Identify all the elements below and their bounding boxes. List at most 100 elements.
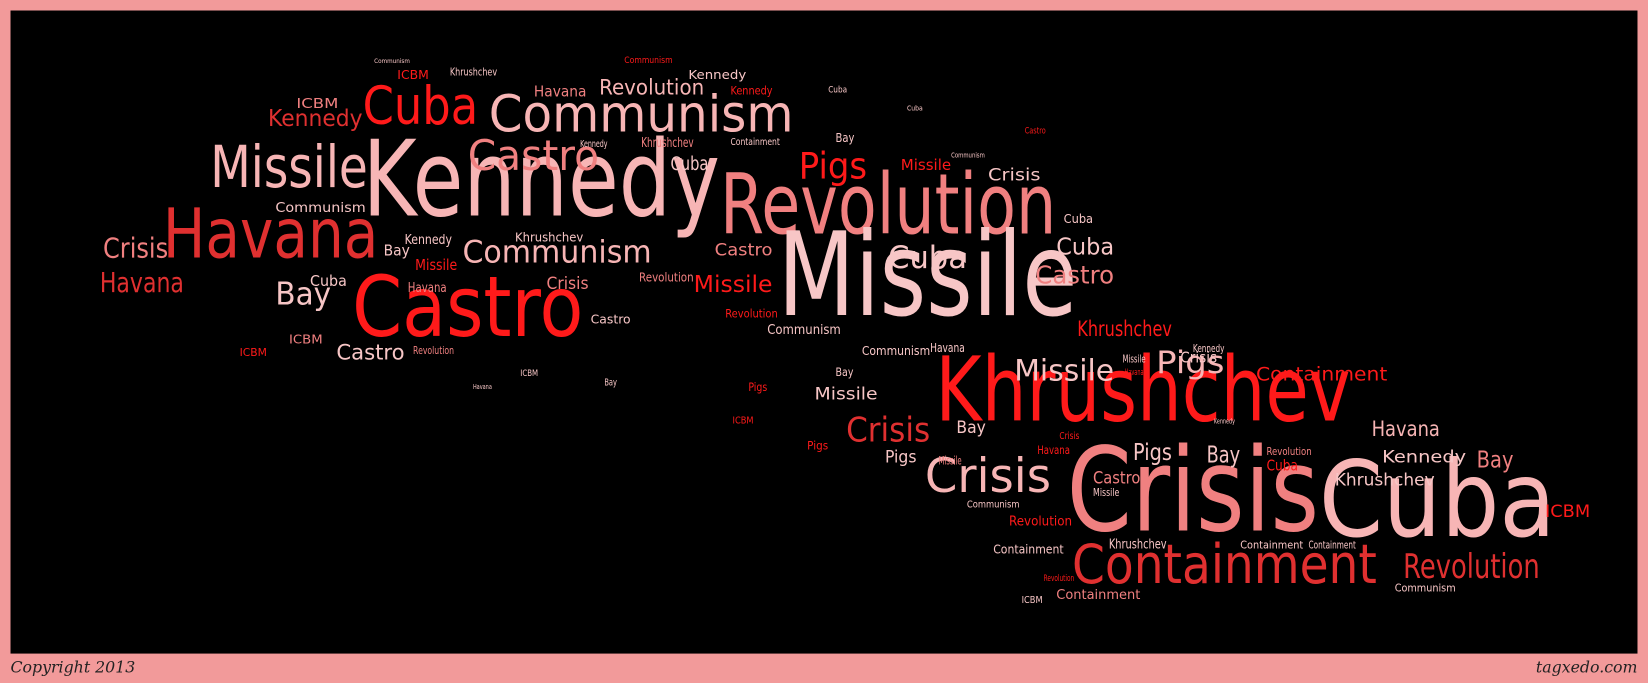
word: Khrushchev	[1077, 316, 1172, 341]
word: Revolution	[1044, 573, 1074, 583]
word: Pigs	[748, 380, 767, 394]
word: Pigs	[885, 446, 917, 466]
word: Castro	[1025, 125, 1046, 135]
word: Missile	[778, 209, 1078, 343]
word: Cuba	[671, 153, 709, 175]
word: Havana	[534, 84, 587, 101]
word: Cuba	[1266, 458, 1298, 475]
word: Kennedy	[1382, 446, 1466, 466]
word: Havana	[100, 268, 184, 299]
word: Crisis	[1180, 350, 1217, 367]
word: Revolution	[725, 306, 778, 320]
word: Revolution	[413, 345, 454, 357]
word: ICBM	[1022, 595, 1043, 606]
word: Missile	[694, 272, 773, 298]
word: ICBM	[240, 347, 267, 359]
canvas-background	[10, 10, 1638, 654]
word: Containment	[1240, 540, 1303, 552]
word: Containment	[730, 137, 780, 148]
word: Castro	[468, 131, 599, 180]
word: Bay	[604, 378, 617, 389]
word: Crisis	[547, 273, 589, 293]
word: Kennedy	[405, 232, 452, 248]
word: Crisis	[1067, 425, 1319, 559]
word: Kennedy	[363, 117, 720, 240]
word: ICBM	[520, 368, 538, 378]
word: Bay	[1207, 442, 1241, 468]
word: Containment	[993, 542, 1063, 557]
word: Pigs	[1133, 440, 1172, 466]
word: Havana	[930, 340, 965, 355]
word: Bay	[1477, 448, 1514, 474]
word: Khrushchev	[641, 135, 694, 151]
word: Bay	[956, 417, 985, 437]
word: Kennedy	[1214, 416, 1235, 425]
word: Pigs	[1156, 345, 1224, 381]
word: ICBM	[289, 332, 323, 347]
word: Havana	[473, 382, 492, 391]
word: Crisis	[846, 410, 930, 449]
site-credit: tagxedo.com	[1536, 657, 1638, 676]
word: Missile	[1122, 354, 1145, 366]
word: Communism	[767, 322, 841, 338]
word: Khrushchev	[450, 67, 497, 79]
word: Bay	[836, 365, 854, 379]
word: Cuba	[1056, 234, 1114, 260]
word: Khrushchev	[1335, 469, 1435, 489]
word: Revolution	[1266, 446, 1311, 458]
word: Castro	[352, 258, 583, 356]
word: Revolution	[720, 155, 1056, 253]
word: Communism	[1395, 583, 1456, 595]
word: Kennedy	[688, 67, 746, 82]
word: Communism	[862, 343, 930, 358]
word: Kennedy	[268, 106, 363, 132]
word: Missile	[815, 383, 878, 403]
word: Pigs	[807, 439, 828, 453]
word: ICBM	[1545, 501, 1590, 521]
copyright: Copyright 2013	[11, 657, 136, 676]
word: Communism	[374, 58, 410, 65]
word: Castro	[1035, 261, 1114, 290]
word: Havana	[1037, 443, 1070, 457]
word: Revolution	[1009, 513, 1072, 529]
word: Pigs	[799, 145, 867, 188]
word: Castro	[1093, 467, 1140, 487]
word: Khrushchev	[935, 338, 1350, 442]
word: Communism	[951, 151, 985, 160]
word: Castro	[715, 239, 773, 259]
word: Castro	[336, 339, 404, 364]
word: Cuba	[1319, 438, 1555, 561]
word: Castro	[591, 312, 631, 327]
word: Missile	[1093, 487, 1119, 499]
word: Havana	[1125, 367, 1144, 377]
word: Communism	[462, 235, 651, 271]
word: Cuba	[888, 240, 967, 276]
word: Containment	[1072, 532, 1377, 596]
word: Missile	[1014, 353, 1114, 387]
word: Crisis	[988, 165, 1041, 185]
word: Cuba	[310, 273, 347, 290]
word: Missile	[415, 257, 457, 274]
word: Communism	[275, 200, 365, 216]
word: Containment	[1309, 540, 1356, 552]
word: Crisis	[925, 449, 1051, 504]
word: Containment	[1056, 587, 1141, 603]
word: Cuba	[907, 103, 923, 112]
word: Missile	[939, 453, 962, 467]
word: Missile	[210, 133, 368, 201]
word: Cuba	[363, 76, 479, 137]
word: Missile	[901, 157, 951, 174]
word: Bay	[275, 277, 331, 313]
word: Kennedy	[1193, 343, 1225, 355]
word: Revolution	[599, 75, 704, 100]
word: Bay	[384, 242, 411, 259]
word: Cuba	[1064, 211, 1093, 226]
word: Crisis	[1059, 431, 1079, 442]
word-cloud: Kennedy RevolutionMissileKhrushchevCrisis…	[100, 55, 1590, 606]
word: Containment	[1256, 363, 1387, 385]
word: ICBM	[296, 96, 338, 112]
word: Revolution	[1403, 547, 1540, 586]
word: Havana	[163, 195, 378, 274]
